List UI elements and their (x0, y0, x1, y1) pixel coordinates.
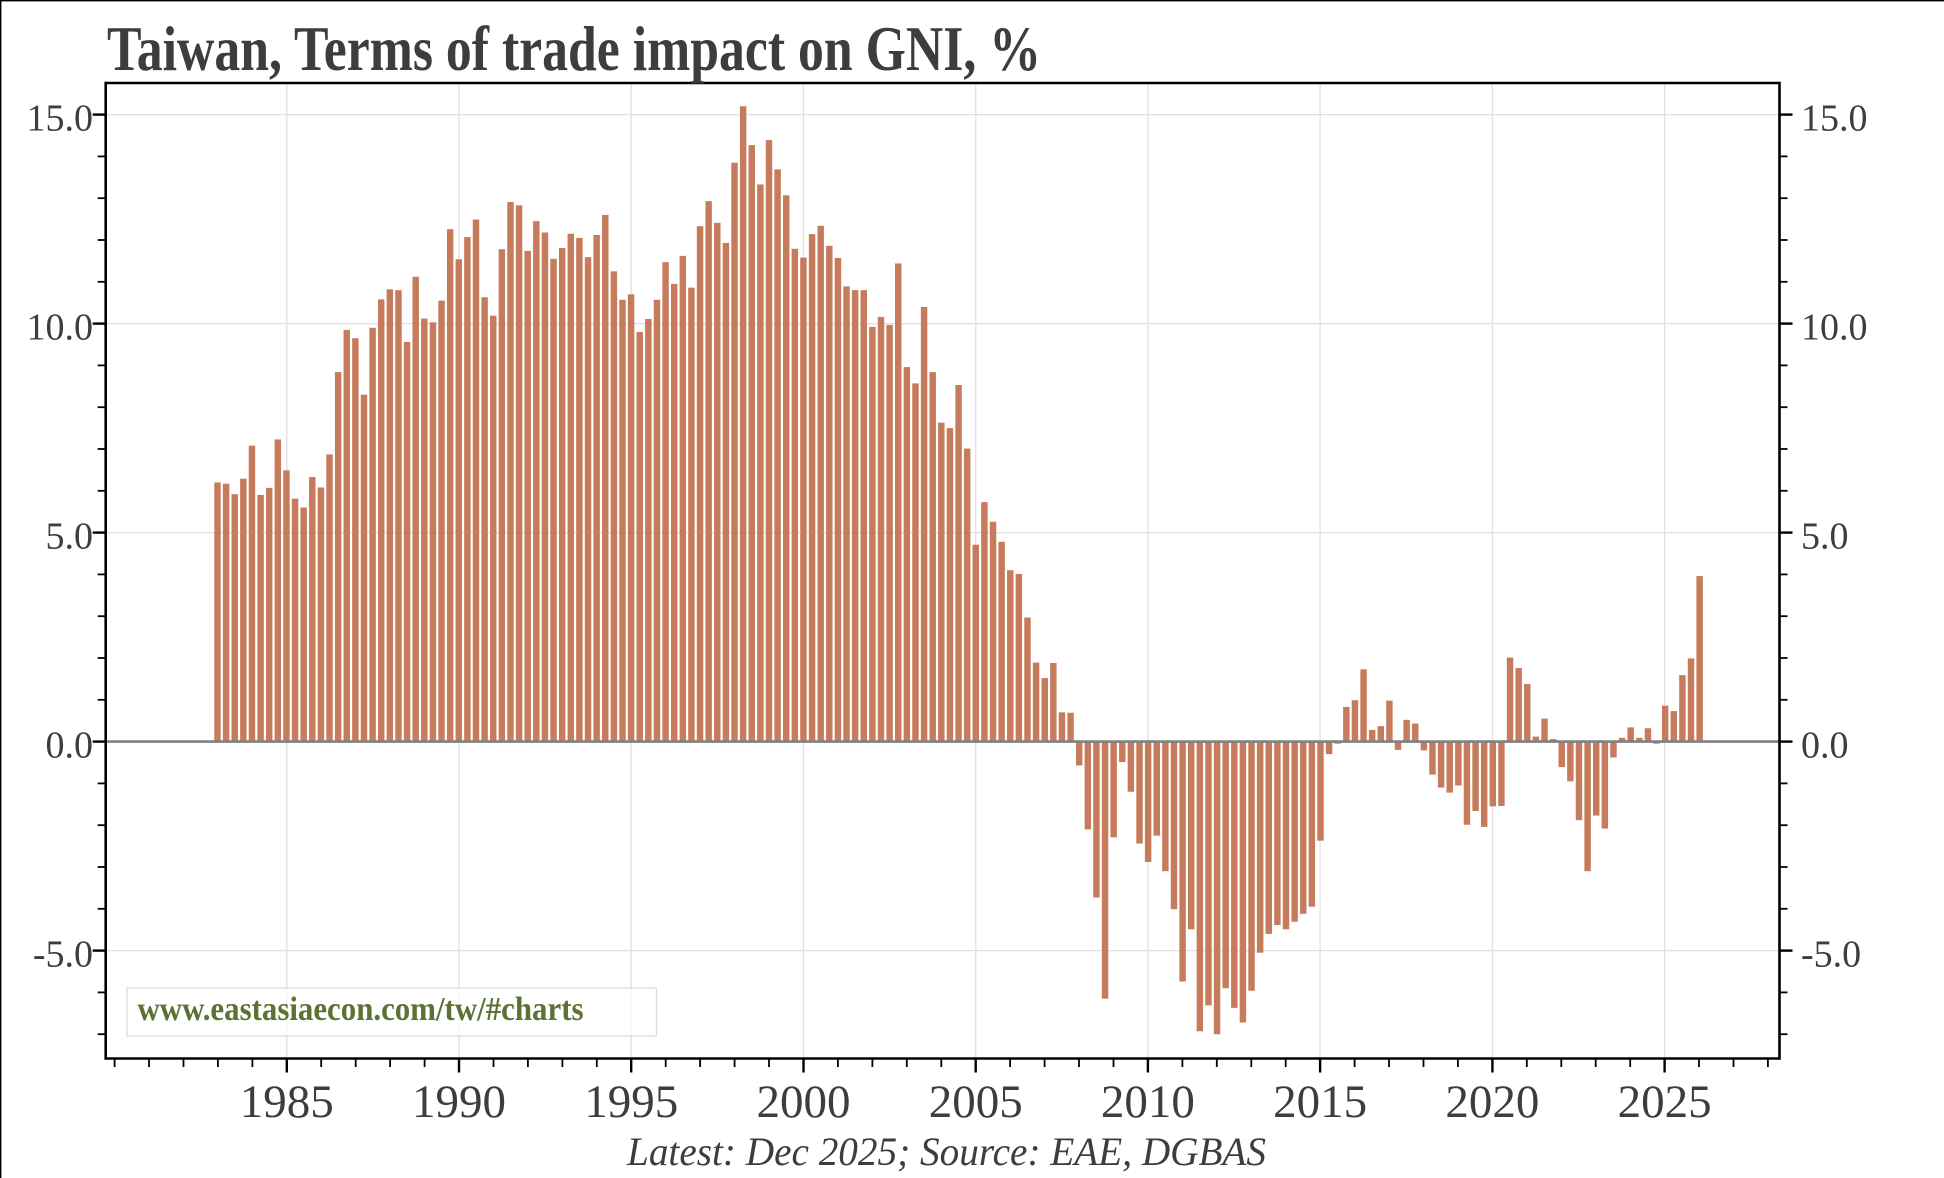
svg-text:5.0: 5.0 (1801, 516, 1849, 558)
svg-text:Latest: Dec 2025; Source: EAE,: Latest: Dec 2025; Source: EAE, DGBAS (626, 1129, 1266, 1174)
svg-text:2000: 2000 (757, 1076, 851, 1128)
svg-text:-5.0: -5.0 (1801, 934, 1861, 976)
svg-text:2005: 2005 (929, 1076, 1023, 1128)
svg-text:15.0: 15.0 (27, 98, 94, 140)
svg-text:2025: 2025 (1618, 1076, 1712, 1128)
svg-text:10.0: 10.0 (27, 307, 94, 349)
svg-text:0.0: 0.0 (46, 725, 94, 767)
svg-text:2020: 2020 (1445, 1076, 1539, 1128)
svg-text:0.0: 0.0 (1801, 725, 1849, 767)
svg-text:5.0: 5.0 (46, 516, 94, 558)
svg-text:15.0: 15.0 (1801, 98, 1868, 140)
svg-text:Taiwan, Terms of trade impact: Taiwan, Terms of trade impact on GNI, % (107, 14, 1041, 84)
svg-text:1995: 1995 (584, 1076, 678, 1128)
svg-text:10.0: 10.0 (1801, 307, 1868, 349)
svg-text:-5.0: -5.0 (33, 934, 93, 976)
svg-text:www.eastasiaecon.com/tw/#chart: www.eastasiaecon.com/tw/#charts (138, 991, 584, 1028)
svg-text:2015: 2015 (1273, 1076, 1367, 1128)
svg-text:1990: 1990 (412, 1076, 506, 1128)
svg-text:2010: 2010 (1101, 1076, 1195, 1128)
svg-text:1985: 1985 (240, 1076, 334, 1128)
